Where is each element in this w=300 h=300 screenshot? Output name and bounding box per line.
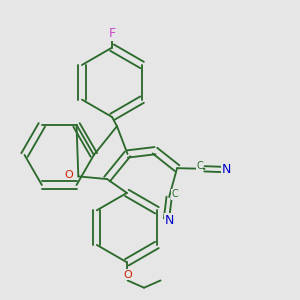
Text: N: N — [222, 163, 231, 176]
Text: O: O — [64, 170, 73, 180]
Text: N: N — [164, 214, 174, 227]
Text: O: O — [123, 270, 132, 280]
Text: C: C — [172, 189, 178, 199]
Text: C: C — [196, 161, 203, 171]
Text: F: F — [109, 27, 116, 40]
